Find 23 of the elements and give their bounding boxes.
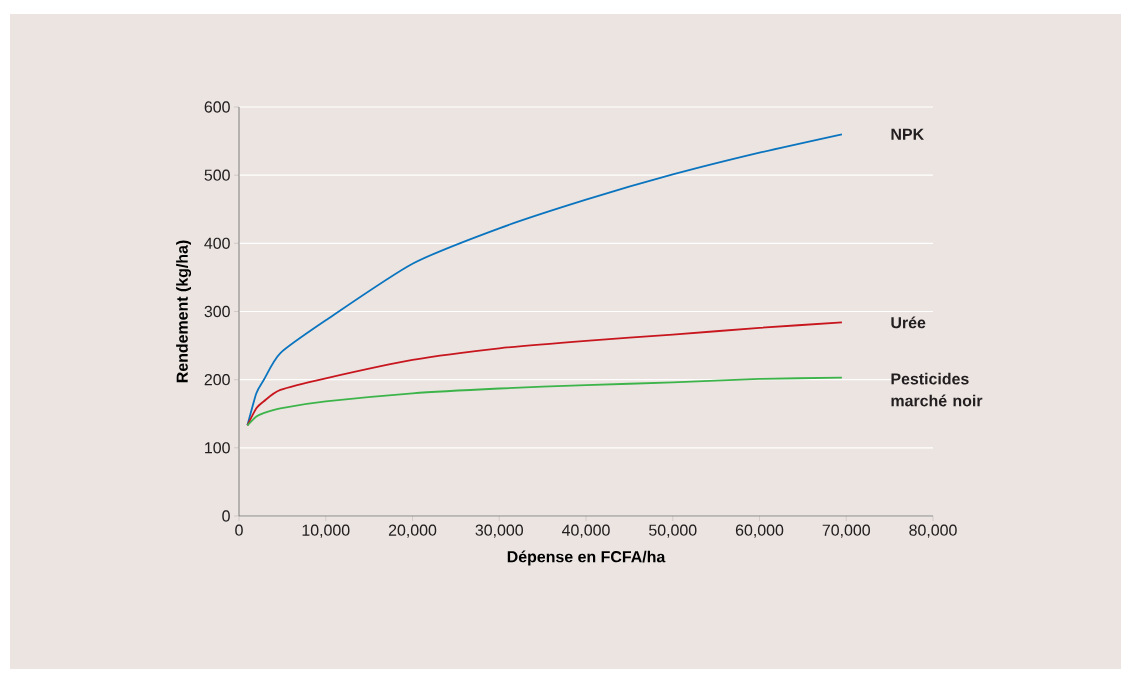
x-tick-label: 20,000 [388,524,437,538]
line-series [246,376,843,427]
y-tick-label: 500 [204,169,230,181]
y-tick-label: 300 [204,305,230,318]
y-tick-label: 200 [204,374,230,386]
y-tick-label: 100 [205,442,230,454]
y-tick-label: 400 [204,237,230,249]
text: Pesticides marché noir [891,372,983,407]
y-tick-label: 600 [204,101,230,113]
line-series [246,321,843,427]
x-tick-label: 70,000 [822,524,870,538]
x-tick-label: 30,000 [475,524,523,538]
y-tick-label: 0 [222,510,230,522]
x-axis-title: Dépense en FCFA/ha [507,550,666,566]
x-tick-label: 40,000 [561,524,610,538]
x-tick-label: 10,000 [302,524,350,538]
x-tick-label: 80,000 [909,524,957,538]
x-tick-label: 60,000 [735,524,784,538]
text: NPK [891,128,924,140]
x-tick-label: 0 [235,524,243,536]
x-tick-label: 50,000 [649,524,697,538]
y-axis-title: Rendement (kg/ha) [176,240,192,383]
text: Urée [891,316,926,329]
